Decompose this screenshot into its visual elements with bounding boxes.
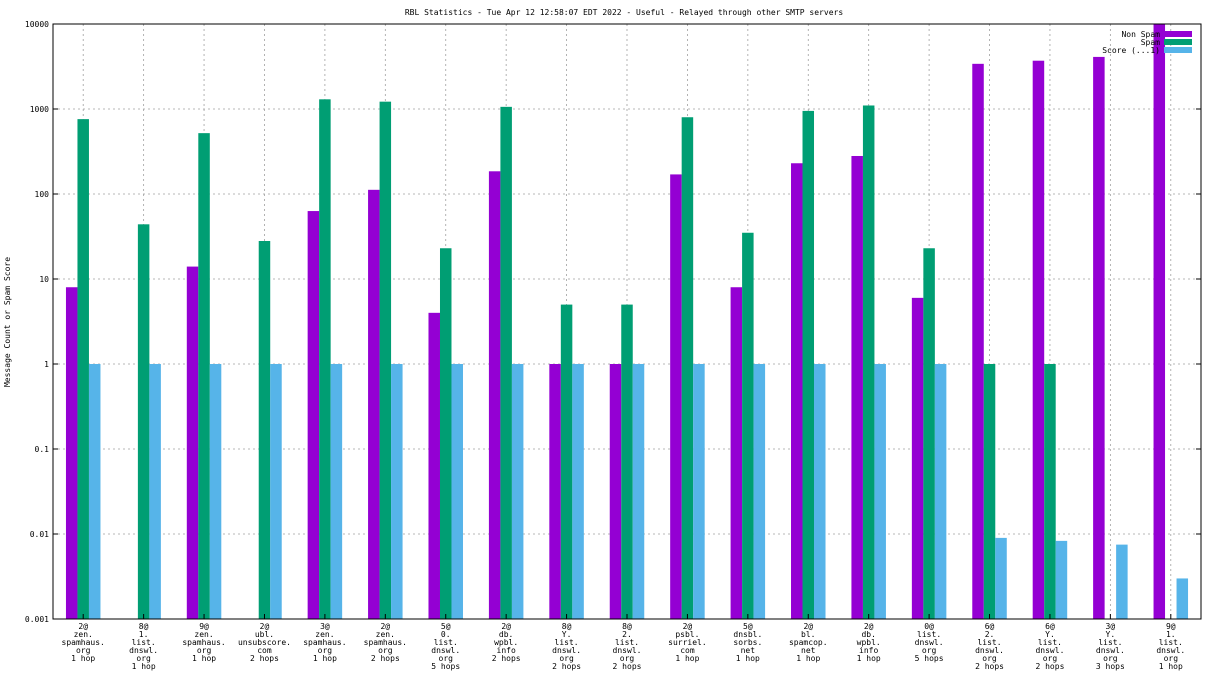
bar-non-spam <box>851 155 863 619</box>
bar-score-1 <box>1176 578 1189 619</box>
bar-non-spam <box>972 63 984 620</box>
x-tick-label: 2@ bl. spamcop. net 1 hop <box>789 622 828 663</box>
bar-score-1 <box>330 364 343 619</box>
bar-spam <box>681 117 694 619</box>
bar-spam <box>379 101 392 619</box>
bar-score-1 <box>753 364 766 619</box>
x-tick-label: 9@ zen. spamhaus. org 1 hop <box>182 622 225 663</box>
x-tick-label: 5@ 0. list. dnswl. org 5 hops <box>431 622 460 671</box>
bar-non-spam <box>549 364 561 619</box>
bar-score-1 <box>209 364 222 619</box>
bar-spam <box>742 232 754 619</box>
y-tick-label: 10000 <box>25 20 49 29</box>
bar-non-spam <box>368 189 380 619</box>
bar-score-1 <box>814 364 826 619</box>
bar-score-1 <box>934 364 947 619</box>
y-tick-label: 10 <box>39 275 49 284</box>
bar-score-1 <box>693 364 705 619</box>
bar-spam <box>862 105 875 619</box>
bar-spam <box>802 110 815 619</box>
bar-spam <box>923 248 935 620</box>
bar-non-spam <box>65 287 78 619</box>
bar-score-1 <box>270 364 282 619</box>
bar-spam <box>258 240 271 619</box>
x-tick-label: 3@ Y. list. dnswl. org 3 hops <box>1096 622 1125 671</box>
x-tick-label: 5@ dnsbl. sorbs. net 1 hop <box>733 622 762 663</box>
x-tick-label: 2@ psbl. surriel. com 1 hop <box>668 622 707 663</box>
bar-score-1 <box>995 537 1007 619</box>
bar-score-1 <box>391 364 403 619</box>
x-tick-label: 2@ zen. spamhaus. org 1 hop <box>62 622 105 663</box>
x-tick-label: 8@ Y. list. dnswl. org 2 hops <box>552 622 581 671</box>
x-tick-label: 3@ zen. spamhaus. org 1 hop <box>303 622 346 663</box>
bar-spam <box>137 224 150 619</box>
legend-swatch <box>1164 39 1192 45</box>
legend-swatch <box>1164 31 1192 37</box>
x-tick-label: 2@ zen. spamhaus. org 2 hops <box>364 622 407 663</box>
bar-score-1 <box>874 364 886 619</box>
x-tick-label: 2@ ubl. unsubscore. com 2 hops <box>238 622 291 663</box>
x-tick-label: 8@ 1. list. dnswl. org 1 hop <box>129 622 158 671</box>
x-tick-label: 6@ Y. list. dnswl. org 2 hops <box>1035 622 1064 671</box>
bar-score-1 <box>149 364 161 619</box>
y-axis-label: Message Count or Spam Score <box>3 257 12 387</box>
legend-swatch <box>1164 47 1192 53</box>
bar-spam <box>319 99 331 619</box>
bar-non-spam <box>791 163 803 620</box>
y-tick-label: 0.01 <box>30 530 49 539</box>
x-tick-label: 2@ db. wpbl. info 1 hop <box>857 622 881 663</box>
x-tick-label: 0@ list. dnswl. org 5 hops <box>915 622 944 663</box>
bar-spam <box>1044 364 1056 619</box>
bar-non-spam <box>488 171 501 619</box>
bar-non-spam <box>1153 24 1166 619</box>
y-axis-ticks: 0.001 0.01 0.1 1 10 100 1000 10000 <box>25 20 1201 624</box>
legend-label: Spam <box>1141 38 1160 47</box>
x-tick-label: 2@ db. wpbl. info 2 hops <box>492 622 521 663</box>
bar-spam <box>77 119 89 619</box>
y-tick-label: 1 <box>44 360 49 369</box>
bar-non-spam <box>428 312 440 619</box>
bar-score-1 <box>1055 540 1068 619</box>
bar-non-spam <box>307 211 320 619</box>
bar-non-spam <box>911 297 924 619</box>
bar-score-1 <box>572 364 584 619</box>
bar-spam <box>198 133 210 619</box>
legend-label: Non Spam <box>1121 30 1160 39</box>
y-tick-label: 0.1 <box>35 445 50 454</box>
legend-label: Score (...1) <box>1102 46 1160 55</box>
bar-spam <box>983 364 996 619</box>
bar-score-1 <box>88 364 101 619</box>
bar-non-spam <box>670 174 682 619</box>
x-axis-ticks: 2@ zen. spamhaus. org 1 hop 8@ 1. list. dnswl. or… <box>62 614 1185 671</box>
bar-non-spam <box>1032 60 1045 619</box>
bar-non-spam <box>1093 56 1105 619</box>
bar-spam <box>560 304 573 619</box>
y-tick-label: 100 <box>35 190 50 199</box>
y-tick-label: 0.001 <box>25 615 49 624</box>
x-tick-label: 6@ 2. list. dnswl. org 2 hops <box>975 622 1004 671</box>
x-tick-label: 9@ 1. list. dnswl. org 1 hop <box>1156 622 1185 671</box>
bar-score-1 <box>632 364 645 619</box>
x-tick-label: 8@ 2. list. dnswl. org 2 hops <box>613 622 642 671</box>
bar-score-1 <box>451 364 463 619</box>
bar-spam <box>621 304 633 619</box>
y-tick-label: 1000 <box>30 105 49 114</box>
bar-score-1 <box>511 364 524 619</box>
bar-score-1 <box>1116 544 1128 619</box>
bar-spam <box>500 106 512 619</box>
bar-non-spam <box>186 266 199 619</box>
chart-title: RBL Statistics - Tue Apr 12 12:58:07 EDT… <box>405 8 843 17</box>
bar-non-spam <box>609 364 622 619</box>
bars <box>65 24 1189 620</box>
bar-non-spam <box>730 287 743 619</box>
bar-spam <box>439 248 452 620</box>
